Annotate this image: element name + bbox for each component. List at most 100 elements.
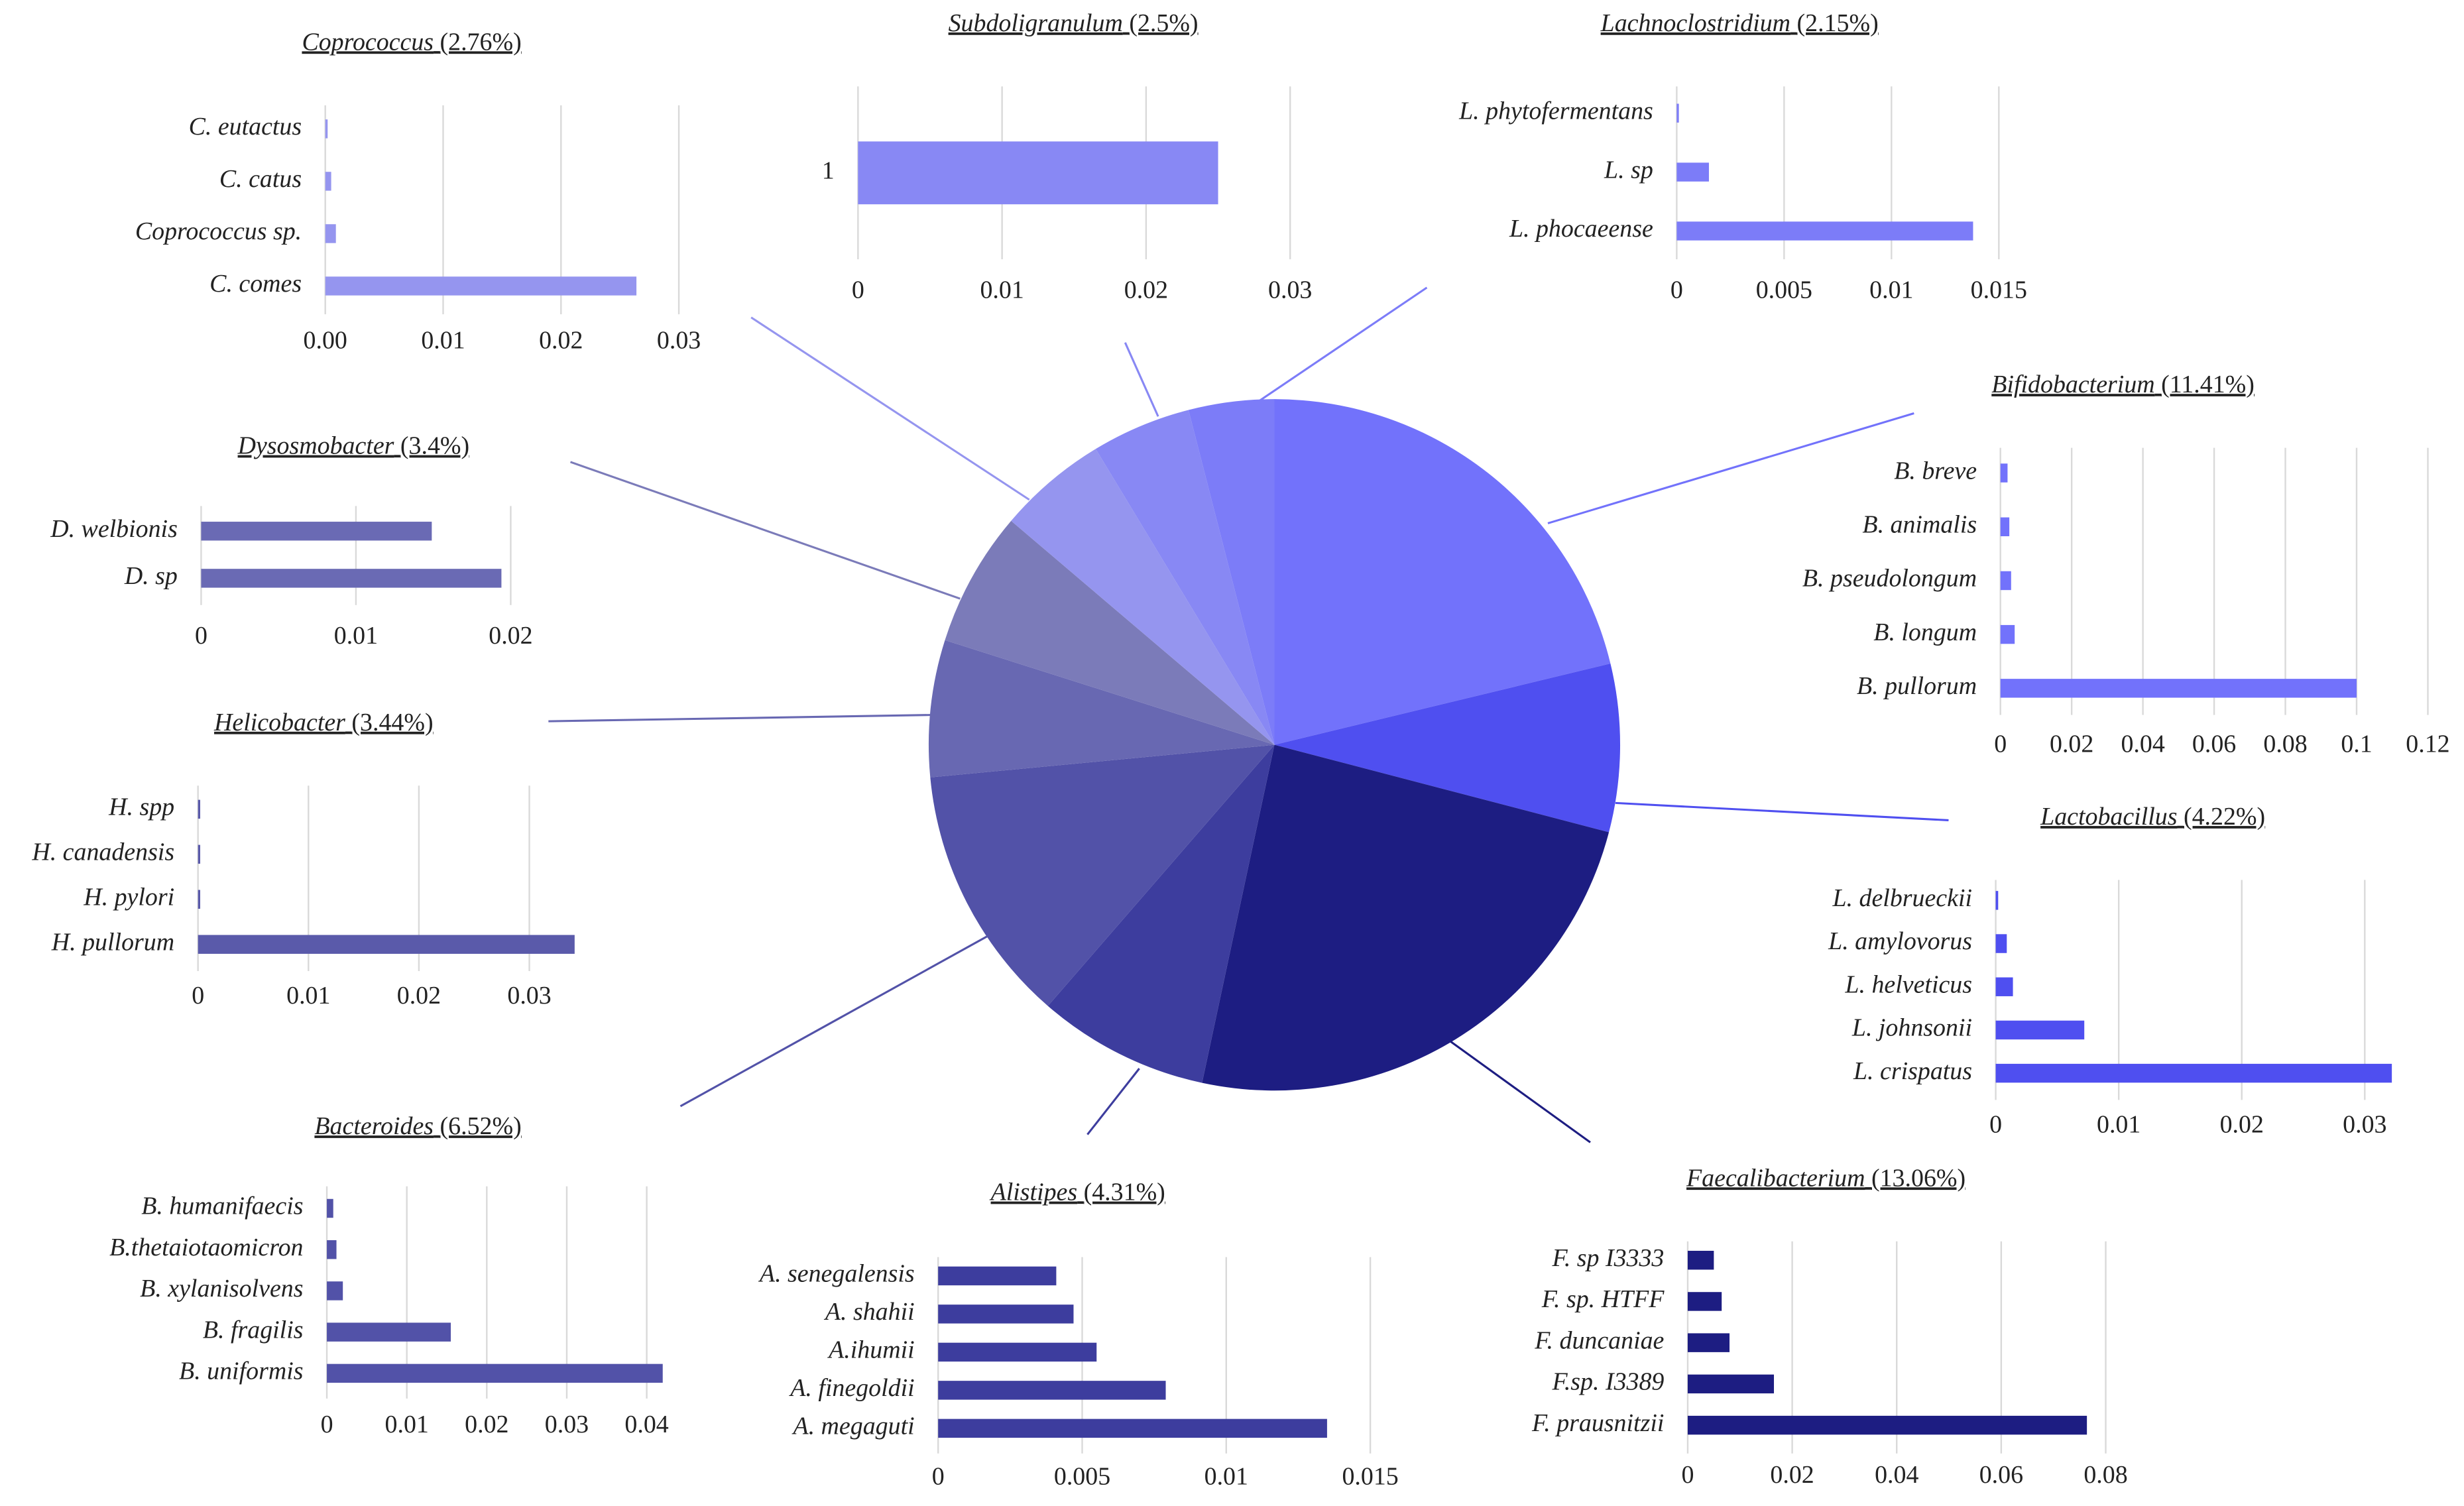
bar-chart: Subdoligranulum (2.5%) 0 0.01 0.02 0.03 1	[822, 9, 1313, 304]
leader-line	[679, 935, 988, 1108]
category-label: L. johnsonii	[1851, 1014, 1972, 1042]
category-label: F.sp. I3389	[1552, 1368, 1665, 1396]
bar-chart: Lactobacillus (4.22%) 0 0.01 0.02 0.03 L. del…	[1828, 803, 2392, 1138]
bar	[327, 1240, 337, 1259]
bar	[325, 119, 328, 139]
bar	[1995, 977, 2013, 996]
bar	[1687, 1333, 1730, 1352]
bar	[325, 224, 336, 243]
category-label: B. animalis	[1862, 510, 1977, 538]
x-tick-label: 0.02	[2220, 1110, 2264, 1138]
bar-chart: Bifidobacterium (11.41%) 0 0.02 0.04 0.06 0.0…	[1802, 371, 2450, 758]
pie-slice	[1047, 744, 1275, 1083]
bar	[201, 522, 432, 541]
bar	[938, 1304, 1074, 1324]
leader-line	[1615, 801, 1949, 821]
bar	[1676, 221, 1973, 241]
bar	[938, 1419, 1327, 1438]
category-label: F. duncaniae	[1534, 1326, 1664, 1354]
x-tick-label: 0	[1994, 730, 2007, 758]
x-tick-label: 0.01	[2097, 1110, 2141, 1138]
title-genus: Faecalibacterium	[1686, 1164, 1865, 1192]
x-tick-label: 0.06	[2192, 730, 2236, 758]
x-tick-label: 0.03	[1268, 276, 1312, 304]
leader-line	[1547, 412, 1914, 524]
x-tick-label: 0.03	[2343, 1110, 2386, 1138]
x-tick-label: 0	[1989, 1110, 2002, 1138]
bar	[2000, 463, 2008, 483]
x-tick-label: 0.015	[1971, 276, 2027, 304]
category-label: B.thetaiotaomicron	[109, 1234, 303, 1261]
category-label: A. senegalensis	[758, 1260, 915, 1288]
x-tick-label: 0.02	[397, 982, 441, 1010]
title-genus: Bifidobacterium	[1991, 371, 2154, 398]
bar	[198, 890, 201, 909]
leader-line	[1256, 286, 1428, 404]
x-tick-label: 0.1	[2341, 730, 2372, 758]
title-percent: (2.76%)	[440, 28, 522, 56]
bar	[938, 1266, 1057, 1286]
leader-line	[548, 714, 931, 723]
category-label: A. megaguti	[791, 1413, 914, 1440]
bar	[1995, 891, 1999, 910]
x-tick-label: 0.02	[489, 622, 532, 650]
pie-slice	[945, 520, 1275, 745]
category-label: H. spp	[108, 793, 174, 821]
chart-title: Coprococcus (2.76%)	[302, 28, 521, 56]
bar	[1687, 1374, 1775, 1394]
category-label: C. comes	[209, 270, 302, 298]
x-tick-label: 0.01	[980, 276, 1024, 304]
title-genus: Dysosmobacter	[237, 432, 394, 459]
bar	[198, 844, 201, 864]
x-tick-label: 0.02	[1770, 1461, 1814, 1489]
category-label: Coprococcus sp.	[135, 217, 302, 245]
bar	[327, 1363, 663, 1383]
category-label: C. eutactus	[189, 113, 302, 141]
chart-title: Lachnoclostridium (2.15%)	[1600, 9, 1879, 37]
chart-title: Subdoligranulum (2.5%)	[949, 9, 1199, 37]
bar	[1995, 934, 2007, 953]
category-label: A. shahii	[823, 1298, 915, 1326]
category-label: B. pullorum	[1857, 672, 1977, 700]
x-tick-label: 0	[852, 276, 864, 304]
category-label: F. sp. HTFF	[1541, 1285, 1665, 1313]
bar	[1687, 1250, 1714, 1270]
bar	[327, 1281, 343, 1301]
x-tick-label: 0.015	[1342, 1462, 1398, 1490]
x-tick-label: 0.02	[2050, 730, 2093, 758]
x-tick-label: 0.02	[1124, 276, 1168, 304]
bar	[201, 569, 502, 588]
bar	[327, 1198, 333, 1218]
bar	[2000, 517, 2010, 536]
leader-line	[750, 316, 1030, 501]
x-tick-label: 0.005	[1756, 276, 1812, 304]
chart-title: Helicobacter (3.44%)	[213, 709, 434, 736]
bar	[858, 141, 1218, 205]
bar	[938, 1342, 1097, 1362]
x-tick-label: 0.01	[286, 982, 330, 1010]
bar	[1687, 1292, 1722, 1311]
bar	[1676, 103, 1679, 123]
category-label: A.ihumii	[827, 1336, 915, 1364]
bar-chart: Coprococcus (2.76%) 0.00 0.01 0.02 0.03 C. eu…	[135, 28, 701, 354]
x-tick-label: 0	[1671, 276, 1683, 304]
bar	[1676, 162, 1709, 182]
bar-chart: Faecalibacterium (13.06%) 0 0.02 0.04 0.06 0.…	[1531, 1164, 2128, 1489]
category-label: C. catus	[219, 165, 302, 193]
title-genus: Alistipes	[989, 1178, 1078, 1206]
pie-slice	[930, 744, 1275, 1006]
category-label: F. prausnitzii	[1531, 1409, 1664, 1437]
pie-slice	[1011, 449, 1275, 745]
category-label: F. sp I3333	[1552, 1244, 1665, 1272]
category-label: B. uniformis	[179, 1358, 303, 1385]
chart-title: Bacteroides (6.52%)	[314, 1112, 521, 1140]
category-label: D. welbionis	[50, 515, 178, 543]
category-label: L. phytofermentans	[1458, 97, 1653, 125]
leader-line	[1124, 342, 1159, 417]
bar	[2000, 624, 2015, 644]
pie-slice	[1188, 399, 1275, 745]
chart-title: Alistipes (4.31%)	[989, 1178, 1165, 1206]
bar-chart: Dysosmobacter (3.4%) 0 0.01 0.02 D. welbioni…	[50, 432, 532, 650]
title-genus: Bacteroides	[314, 1112, 434, 1140]
category-label: L. sp	[1604, 156, 1653, 184]
